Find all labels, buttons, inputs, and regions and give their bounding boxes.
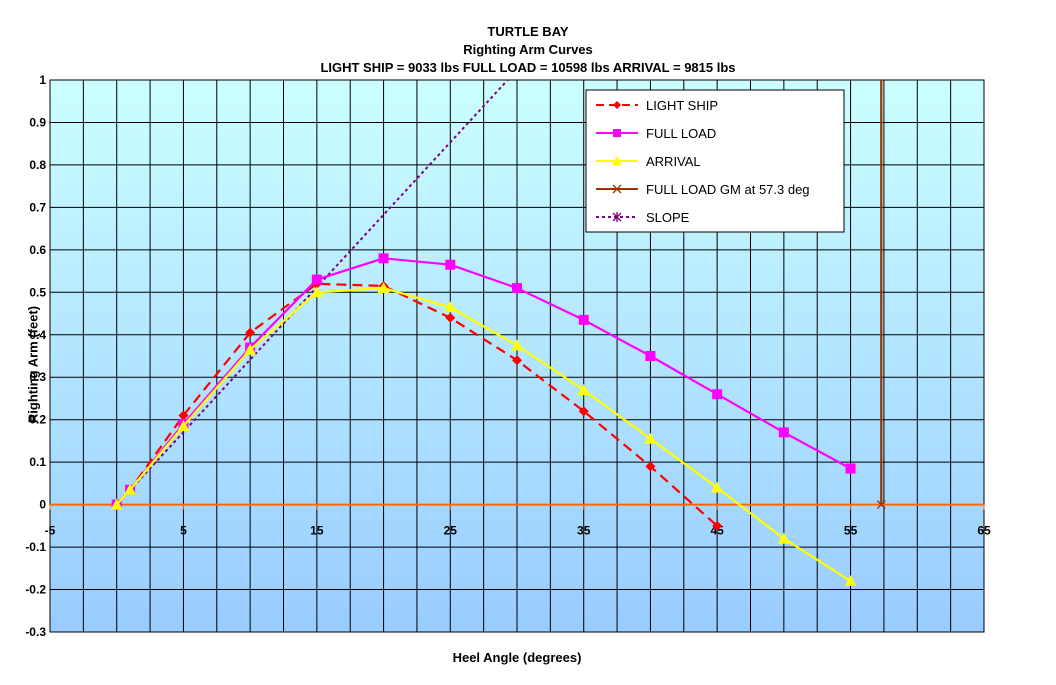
chart-title: TURTLE BAY xyxy=(487,24,569,39)
legend-item: FULL LOAD GM at 57.3 deg xyxy=(596,182,810,197)
series-markers xyxy=(110,282,857,587)
y-tick-label: 0 xyxy=(39,498,46,512)
data-point-square xyxy=(845,463,856,474)
y-tick-label: -0.2 xyxy=(25,583,46,597)
legend-label: SLOPE xyxy=(646,210,690,225)
y-tick-label: -0.3 xyxy=(25,625,46,639)
data-point-triangle xyxy=(444,301,457,313)
data-point-diamond xyxy=(245,327,256,338)
y-tick-label: 0.8 xyxy=(29,158,46,172)
data-point-triangle xyxy=(177,420,190,432)
data-point-square xyxy=(378,253,389,264)
y-axis-label: Righting Arm (feet) xyxy=(25,305,41,424)
series-line xyxy=(115,80,509,506)
legend-label: FULL LOAD GM at 57.3 deg xyxy=(646,182,810,197)
data-point-triangle xyxy=(711,481,724,493)
data-point-triangle xyxy=(377,282,390,294)
data-point-triangle xyxy=(777,532,790,544)
data-point-triangle xyxy=(612,156,622,165)
legend-label: ARRIVAL xyxy=(646,154,701,169)
data-point-square xyxy=(578,314,589,325)
x-axis-label: Heel Angle (degrees) xyxy=(452,650,582,665)
data-point-diamond xyxy=(578,406,589,417)
data-point-square xyxy=(445,259,456,270)
legend-item: ARRIVAL xyxy=(596,154,701,169)
series-markers xyxy=(876,500,886,510)
y-tick-label: 0.1 xyxy=(29,455,46,469)
x-tick-label: 35 xyxy=(577,524,591,538)
legend-label: LIGHT SHIP xyxy=(646,98,718,113)
chart-subtitle: Righting Arm Curves xyxy=(463,42,593,57)
data-point-square xyxy=(778,427,789,438)
plot-border xyxy=(49,79,985,633)
series-slope xyxy=(115,80,509,506)
data-point-triangle xyxy=(124,483,137,495)
data-point-triangle xyxy=(310,286,323,298)
y-tick-label: 0.2 xyxy=(29,413,46,427)
data-point-triangle xyxy=(511,339,523,351)
legend-label: FULL LOAD xyxy=(646,126,716,141)
data-point-square xyxy=(613,129,621,137)
y-tick-label: -0.1 xyxy=(25,540,46,554)
data-point-square xyxy=(512,283,522,294)
x-tick-label: 65 xyxy=(977,524,991,538)
x-tick-label: 55 xyxy=(844,524,858,538)
series-light-ship xyxy=(115,282,718,527)
data-point-diamond xyxy=(178,410,189,421)
data-point-diamond xyxy=(445,312,456,323)
y-tick-label: 1 xyxy=(39,73,46,87)
x-tick-label: 5 xyxy=(180,524,187,538)
data-point-triangle xyxy=(110,498,123,510)
data-point-diamond xyxy=(712,520,723,531)
y-tick-label: 0.4 xyxy=(29,328,46,342)
series-line xyxy=(115,282,718,527)
x-tick-label: 15 xyxy=(310,524,324,538)
data-point-diamond xyxy=(613,101,621,109)
legend: LIGHT SHIP FULL LOAD ARRIVAL FULL LOAD GM a… xyxy=(585,89,845,233)
y-tick-label: 0.5 xyxy=(29,285,46,299)
y-tick-label: 0.7 xyxy=(29,200,46,214)
data-point-diamond xyxy=(512,355,522,366)
y-tick-label: 0.9 xyxy=(29,115,46,129)
data-point-square xyxy=(712,389,723,400)
x-tick-label: 25 xyxy=(444,524,458,538)
data-point-triangle xyxy=(644,432,657,444)
chart-subtitle-weights: LIGHT SHIP = 9033 lbs FULL LOAD = 10598 … xyxy=(320,60,736,75)
x-tick-labels: -55152535455565 xyxy=(45,524,991,538)
legend-item: LIGHT SHIP xyxy=(596,98,718,113)
y-tick-labels: -0.3 -0.2 -0.1 0 0.1 0.2 0.3 0.4 0.5 0.6 0.7 0.8 0.9… xyxy=(25,73,46,639)
data-point-triangle xyxy=(577,383,590,395)
legend-item: SLOPE xyxy=(596,210,690,225)
data-point-square xyxy=(645,351,656,361)
legend-item: FULL LOAD xyxy=(596,126,716,141)
data-point-triangle xyxy=(844,575,857,587)
y-tick-label: 0.6 xyxy=(29,243,46,257)
data-point-triangle xyxy=(244,343,257,355)
y-tick-label: 0.3 xyxy=(29,370,46,384)
data-point-star xyxy=(612,212,622,222)
x-tick-label: -5 xyxy=(45,524,56,538)
data-point-x xyxy=(876,500,886,510)
data-point-square xyxy=(311,274,322,285)
data-point-diamond xyxy=(645,461,656,472)
data-point-x xyxy=(612,184,622,194)
